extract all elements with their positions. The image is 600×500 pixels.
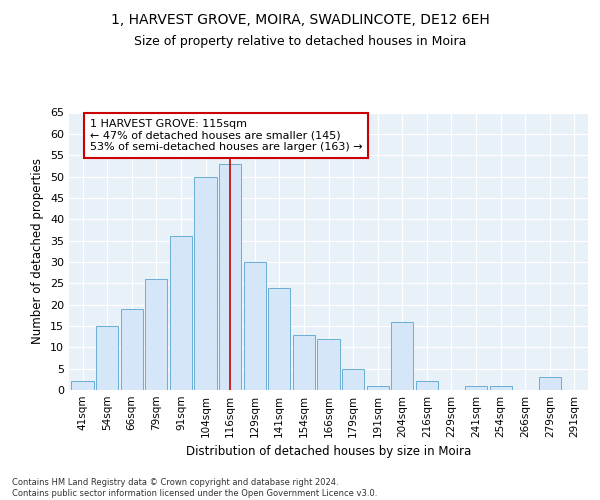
Bar xyxy=(539,377,561,390)
Bar xyxy=(96,326,118,390)
Bar xyxy=(244,262,266,390)
Bar xyxy=(268,288,290,390)
Bar xyxy=(465,386,487,390)
Bar xyxy=(121,309,143,390)
Text: 1 HARVEST GROVE: 115sqm
← 47% of detached houses are smaller (145)
53% of semi-d: 1 HARVEST GROVE: 115sqm ← 47% of detache… xyxy=(90,119,362,152)
Bar xyxy=(317,339,340,390)
Bar xyxy=(170,236,192,390)
Bar xyxy=(391,322,413,390)
Bar xyxy=(293,334,315,390)
Bar xyxy=(342,368,364,390)
Text: Size of property relative to detached houses in Moira: Size of property relative to detached ho… xyxy=(134,35,466,48)
Y-axis label: Number of detached properties: Number of detached properties xyxy=(31,158,44,344)
X-axis label: Distribution of detached houses by size in Moira: Distribution of detached houses by size … xyxy=(186,446,471,458)
Bar xyxy=(416,382,438,390)
Bar xyxy=(219,164,241,390)
Bar xyxy=(490,386,512,390)
Bar xyxy=(367,386,389,390)
Text: Contains HM Land Registry data © Crown copyright and database right 2024.
Contai: Contains HM Land Registry data © Crown c… xyxy=(12,478,377,498)
Text: 1, HARVEST GROVE, MOIRA, SWADLINCOTE, DE12 6EH: 1, HARVEST GROVE, MOIRA, SWADLINCOTE, DE… xyxy=(110,12,490,26)
Bar xyxy=(145,279,167,390)
Bar xyxy=(71,382,94,390)
Bar xyxy=(194,176,217,390)
